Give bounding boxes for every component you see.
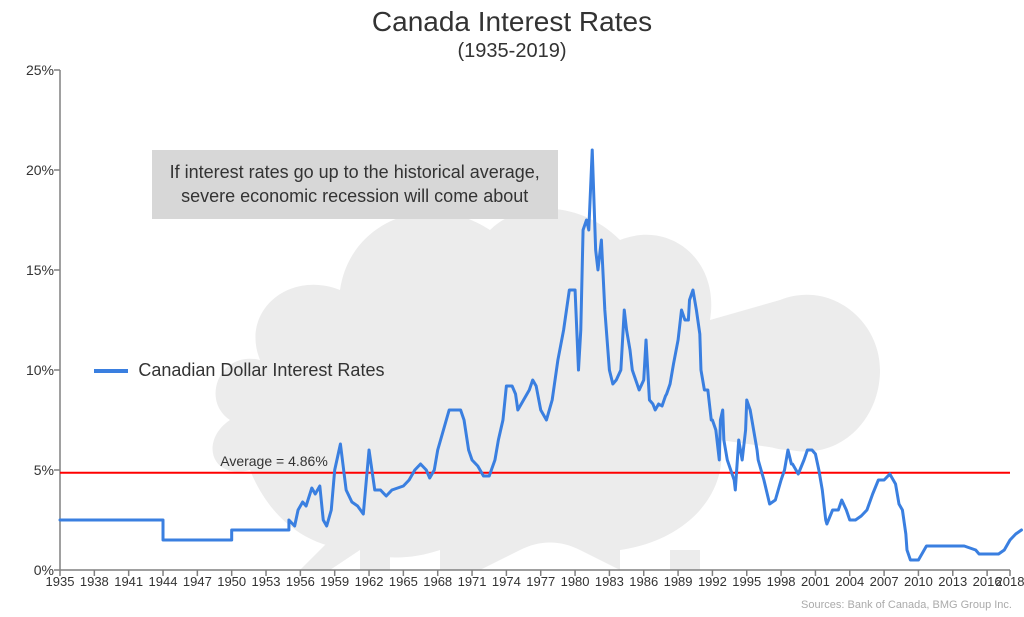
source-note: Sources: Bank of Canada, BMG Group Inc. bbox=[801, 599, 1012, 611]
legend-label: Canadian Dollar Interest Rates bbox=[138, 360, 384, 380]
legend: Canadian Dollar Interest Rates bbox=[94, 360, 384, 381]
chart-subtitle: (1935-2019) bbox=[0, 40, 1024, 63]
legend-swatch bbox=[94, 369, 128, 373]
chart-title: Canada Interest Rates bbox=[0, 6, 1024, 38]
average-label: Average = 4.86% bbox=[220, 453, 328, 469]
annotation-box: If interest rates go up to the historica… bbox=[152, 150, 558, 219]
plot-area: 0%5%10%15%20%25%193519381941194419471950… bbox=[60, 70, 1010, 570]
chart-container: Canada Interest Rates (1935-2019) 0%5%10… bbox=[0, 0, 1024, 617]
chart-svg bbox=[60, 70, 1010, 570]
